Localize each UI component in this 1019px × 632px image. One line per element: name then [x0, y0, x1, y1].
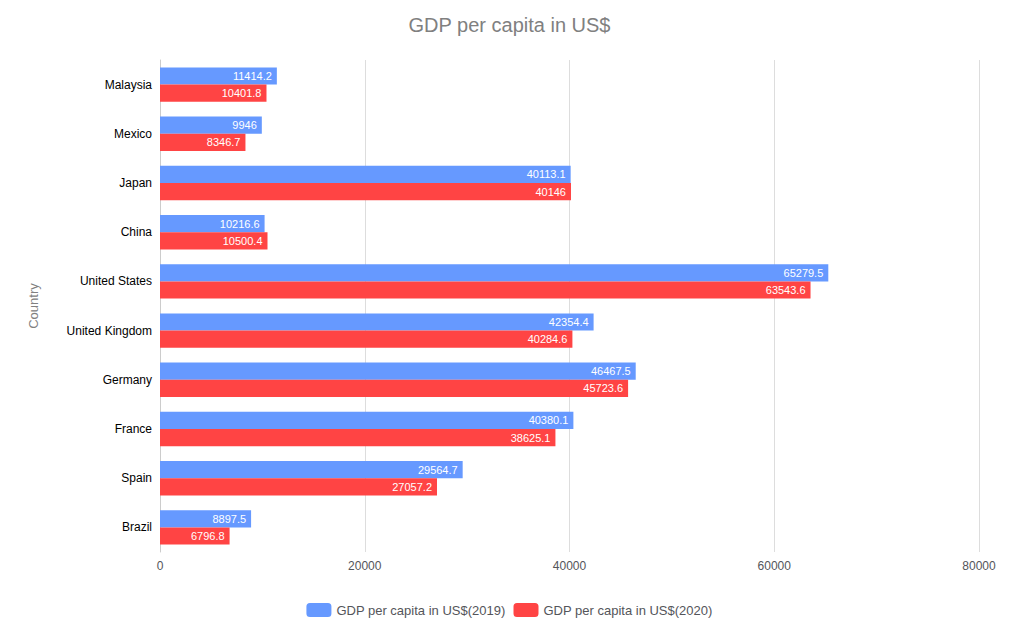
svg-text:France: France: [115, 422, 153, 436]
svg-text:40284.6: 40284.6: [528, 333, 568, 345]
svg-text:9946: 9946: [232, 119, 256, 131]
svg-text:40000: 40000: [553, 559, 587, 573]
svg-text:Country: Country: [26, 283, 41, 329]
svg-text:Japan: Japan: [119, 176, 152, 190]
svg-text:60000: 60000: [758, 559, 792, 573]
svg-text:38625.1: 38625.1: [511, 432, 551, 444]
svg-text:20000: 20000: [348, 559, 382, 573]
svg-text:Germany: Germany: [103, 373, 152, 387]
svg-text:80000: 80000: [962, 559, 996, 573]
svg-text:6796.8: 6796.8: [191, 530, 225, 542]
svg-text:United Kingdom: United Kingdom: [67, 324, 152, 338]
svg-text:8897.5: 8897.5: [212, 513, 246, 525]
svg-text:Spain: Spain: [121, 471, 152, 485]
svg-text:China: China: [121, 225, 153, 239]
svg-text:Mexico: Mexico: [114, 127, 152, 141]
svg-text:GDP per capita in US$(2020): GDP per capita in US$(2020): [544, 603, 713, 618]
svg-text:8346.7: 8346.7: [207, 136, 241, 148]
svg-text:10500.4: 10500.4: [223, 235, 263, 247]
svg-text:63543.6: 63543.6: [766, 284, 806, 296]
svg-text:GDP per capita in US$: GDP per capita in US$: [409, 14, 611, 36]
svg-text:40113.1: 40113.1: [527, 168, 566, 180]
svg-text:0: 0: [157, 559, 164, 573]
svg-text:45723.6: 45723.6: [583, 382, 623, 394]
svg-text:40146: 40146: [535, 186, 566, 198]
svg-text:29564.7: 29564.7: [418, 464, 458, 476]
svg-text:United States: United States: [80, 274, 152, 288]
svg-text:Brazil: Brazil: [122, 520, 152, 534]
svg-text:46467.5: 46467.5: [591, 365, 631, 377]
svg-text:11414.2: 11414.2: [233, 70, 272, 82]
svg-text:10216.6: 10216.6: [220, 218, 260, 230]
svg-text:27057.2: 27057.2: [392, 481, 432, 493]
svg-text:Malaysia: Malaysia: [105, 78, 153, 92]
svg-text:40380.1: 40380.1: [529, 414, 569, 426]
svg-text:65279.5: 65279.5: [784, 267, 824, 279]
svg-text:42354.4: 42354.4: [549, 316, 589, 328]
svg-text:10401.8: 10401.8: [222, 87, 262, 99]
svg-text:GDP per capita in US$(2019): GDP per capita in US$(2019): [336, 603, 505, 618]
